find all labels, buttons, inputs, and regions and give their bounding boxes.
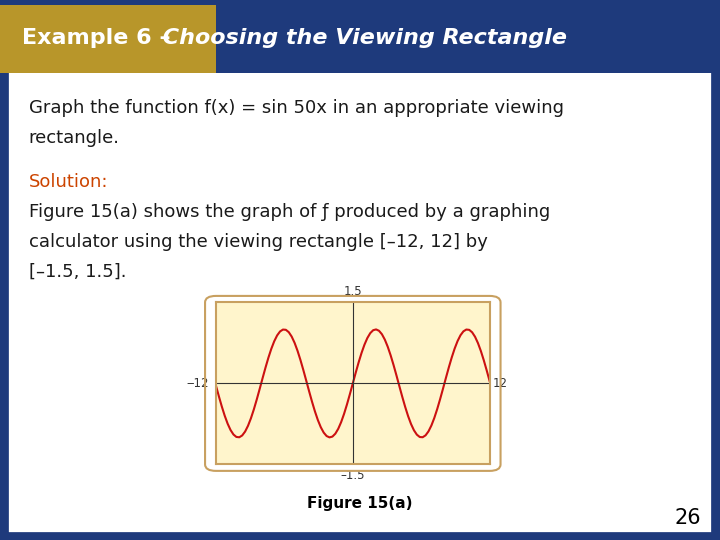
Text: Solution:: Solution: — [29, 173, 108, 191]
Text: 1.5: 1.5 — [343, 285, 362, 298]
Text: 12: 12 — [493, 377, 508, 390]
Text: [–1.5, 1.5].: [–1.5, 1.5]. — [29, 262, 126, 280]
Text: –1.5: –1.5 — [341, 469, 365, 482]
Text: calculator using the viewing rectangle [–12, 12] by: calculator using the viewing rectangle [… — [29, 233, 487, 251]
Text: ‒12: ‒12 — [186, 377, 209, 390]
Text: rectangle.: rectangle. — [29, 129, 120, 147]
Text: Choosing the Viewing Rectangle: Choosing the Viewing Rectangle — [155, 28, 567, 48]
Text: Figure 15(a) shows the graph of ƒ produced by a graphing: Figure 15(a) shows the graph of ƒ produc… — [29, 203, 550, 221]
FancyBboxPatch shape — [4, 3, 716, 537]
Bar — [0, 5, 216, 73]
Text: Example 6 –: Example 6 – — [22, 28, 170, 48]
Text: 26: 26 — [675, 508, 701, 529]
Text: Graph the function f(x) = sin 50x in an appropriate viewing: Graph the function f(x) = sin 50x in an … — [29, 99, 564, 117]
Bar — [216, 5, 720, 73]
Text: Figure 15(a): Figure 15(a) — [307, 496, 413, 511]
